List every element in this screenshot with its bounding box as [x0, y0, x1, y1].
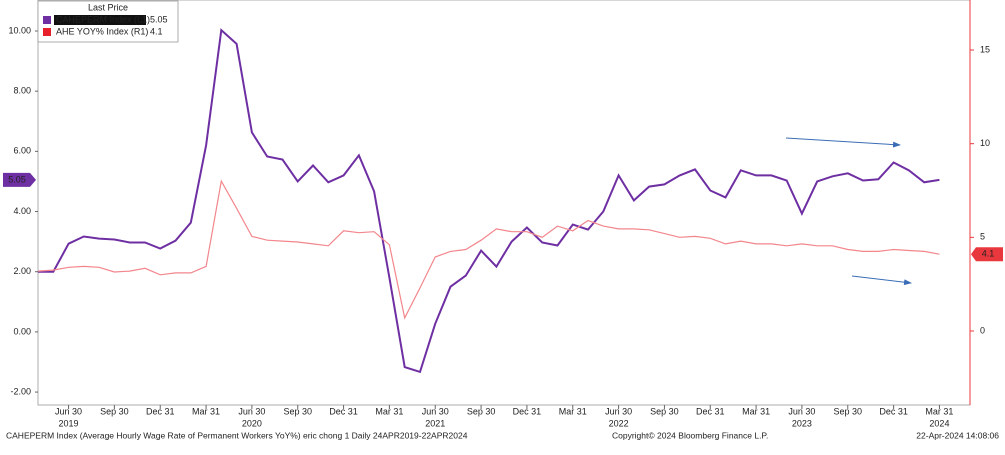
legend-label: CAHEPERM Index (L1)	[56, 14, 150, 24]
x-tick-label: Dec 31	[879, 406, 908, 416]
legend-highlight	[54, 15, 146, 25]
series-line	[37, 179, 940, 320]
x-tick-label: Sep 30	[650, 406, 679, 416]
legend-value: 5.05	[150, 14, 168, 24]
x-tick-label: Jun 30	[55, 406, 82, 416]
x-tick-label: Dec 31	[513, 406, 542, 416]
x-tick-label: Mar 31	[742, 406, 770, 416]
x-tick-label: Dec 31	[146, 406, 175, 416]
x-year-label: 2022	[609, 418, 629, 428]
legend-swatch	[43, 16, 51, 24]
x-tick-label: Sep 30	[834, 406, 863, 416]
y-tick-label: 0.00	[13, 326, 31, 336]
y-tick-label: 2.00	[13, 266, 31, 276]
y-tick-label: 8.00	[13, 86, 31, 96]
last-price-label: 4.1	[982, 249, 995, 259]
y2-tick-label: 10	[980, 138, 990, 148]
x-tick-label: Mar 31	[192, 406, 220, 416]
series-line	[38, 28, 940, 374]
legend-label: AHE YOY% Index (R1)	[56, 26, 148, 36]
y-tick-label: 6.00	[13, 146, 31, 156]
x-year-label: 2023	[792, 418, 812, 428]
x-year-label: 2021	[425, 418, 445, 428]
plot-area	[37, 0, 971, 406]
x-tick-label: Dec 31	[696, 406, 725, 416]
x-tick-label: Sep 30	[100, 406, 129, 416]
x-tick-label: Dec 31	[329, 406, 358, 416]
y-tick-label: -2.00	[10, 386, 31, 396]
x-tick-label: Mar 31	[375, 406, 403, 416]
last-price-label: 5.05	[8, 174, 26, 184]
x-tick-label: Sep 30	[467, 406, 496, 416]
y2-tick-label: 15	[980, 44, 990, 54]
footer-right: 22-Apr-2024 14:08:06	[916, 430, 999, 440]
x-tick-label: Mar 31	[925, 406, 953, 416]
y-tick-label: 10.00	[8, 25, 31, 35]
footer-center: Copyright© 2024 Bloomberg Finance L.P.	[612, 430, 768, 440]
x-year-label: 2020	[242, 418, 262, 428]
x-tick-label: Jun 30	[422, 406, 449, 416]
x-year-label: 2024	[929, 418, 949, 428]
x-tick-label: Mar 31	[559, 406, 587, 416]
legend-swatch	[43, 28, 51, 36]
x-tick-label: Jun 30	[605, 406, 632, 416]
x-year-label: 2019	[59, 418, 79, 428]
annotation-arrow	[851, 275, 912, 286]
last-price-tag	[971, 247, 1003, 262]
legend-title: Last Price	[88, 2, 128, 12]
annotation-arrow	[785, 137, 901, 148]
x-tick-label: Jun 30	[788, 406, 815, 416]
y2-tick-label: 5	[980, 232, 985, 242]
footer-left: CAHEPERM Index (Average Hourly Wage Rate…	[6, 430, 468, 440]
x-tick-label: Sep 30	[283, 406, 312, 416]
legend-value: 4.1	[150, 26, 163, 36]
x-tick-label: Jun 30	[238, 406, 265, 416]
y2-tick-label: 0	[980, 325, 985, 335]
last-price-tag	[3, 172, 36, 187]
y-tick-label: 4.00	[13, 206, 31, 216]
